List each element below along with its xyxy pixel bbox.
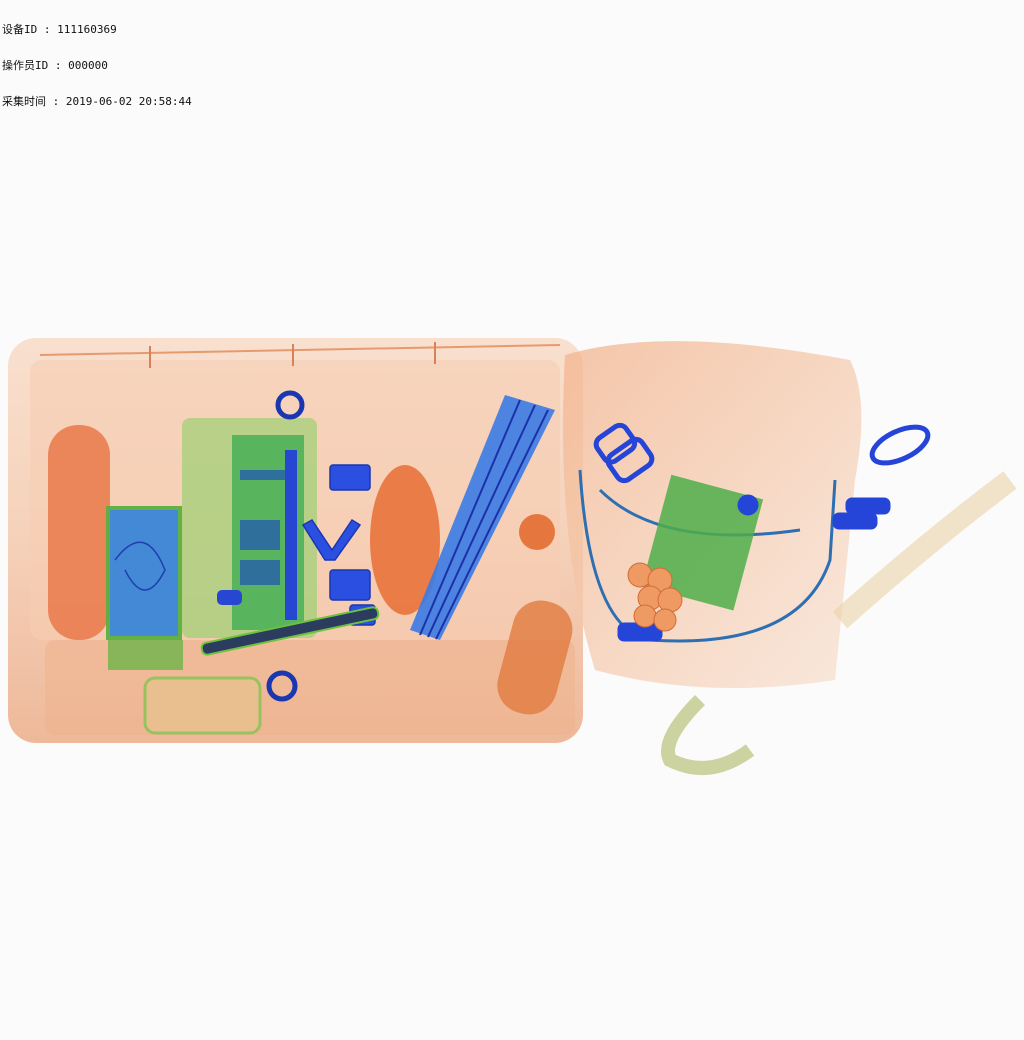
rod-object bbox=[200, 606, 380, 656]
organic-cluster bbox=[627, 562, 683, 632]
organic-mass bbox=[370, 465, 440, 615]
cylinder-object bbox=[48, 425, 110, 640]
round-organic-object bbox=[519, 514, 555, 550]
capture-time-label: 采集时间 : 2019-06-02 20:58:44 bbox=[2, 95, 192, 108]
electronics-board bbox=[182, 418, 317, 638]
rod-bundle bbox=[410, 395, 555, 640]
soft-bag bbox=[563, 341, 1017, 775]
bottle-object bbox=[143, 676, 262, 735]
device-id-label: 设备ID : 111160369 bbox=[2, 23, 117, 36]
elongated-organic-object bbox=[497, 600, 573, 715]
scan-metadata: 设备ID : 111160369 操作员ID : 000000 采集时间 : 2… bbox=[2, 0, 192, 120]
operator-id-label: 操作员ID : 000000 bbox=[2, 59, 108, 72]
bag-metal-parts bbox=[593, 422, 931, 642]
tablet-object bbox=[106, 506, 182, 640]
